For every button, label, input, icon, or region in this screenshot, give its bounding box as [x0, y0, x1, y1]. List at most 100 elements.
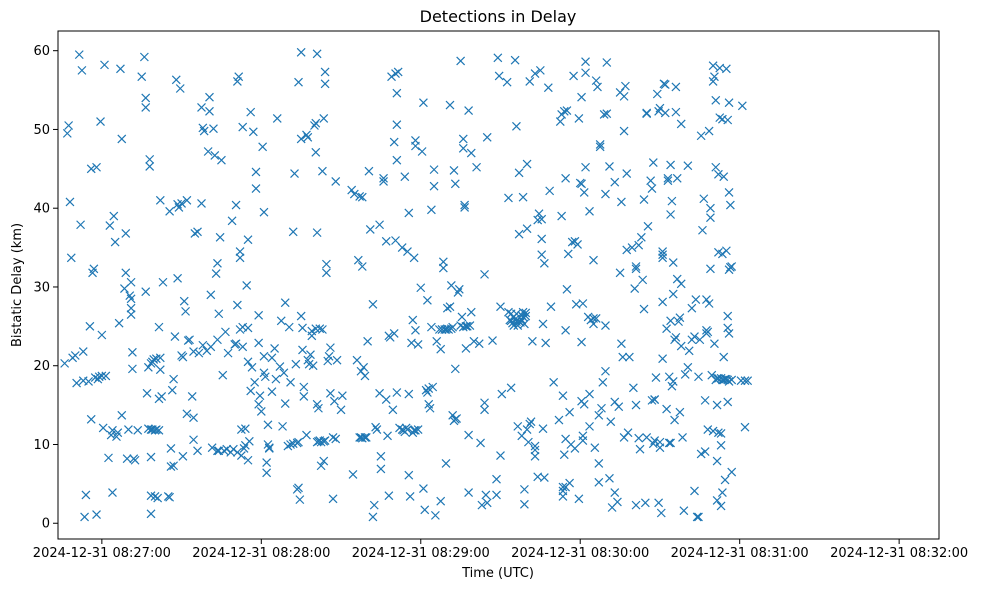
data-point	[660, 80, 670, 89]
data-point	[231, 339, 241, 349]
data-point	[307, 326, 317, 336]
data-point	[708, 426, 718, 436]
data-point	[616, 339, 626, 349]
data-point	[658, 250, 668, 260]
data-point	[438, 257, 448, 267]
data-point	[397, 243, 407, 253]
y-tick-label: 50	[33, 123, 50, 138]
y-tick-label: 20	[33, 359, 50, 374]
data-point	[696, 449, 706, 459]
data-point	[97, 371, 107, 381]
data-point	[347, 185, 357, 195]
data-point	[671, 107, 681, 117]
data-point	[238, 342, 248, 352]
data-point	[262, 468, 272, 478]
data-point	[660, 108, 670, 118]
data-point	[615, 268, 625, 278]
data-point	[213, 258, 222, 268]
data-point	[630, 284, 640, 293]
data-point	[518, 192, 528, 202]
data-point	[126, 303, 136, 313]
data-point	[438, 263, 448, 273]
data-point	[418, 98, 428, 108]
data-point	[715, 113, 725, 123]
data-point	[100, 60, 109, 70]
data-point	[573, 240, 582, 249]
data-point	[679, 506, 689, 516]
data-point	[623, 428, 633, 438]
data-point	[712, 456, 722, 466]
data-point	[449, 165, 459, 175]
data-point	[558, 482, 568, 492]
y-axis: 0 10 20 30 40 50 60	[33, 44, 58, 532]
data-point	[360, 371, 370, 381]
data-point	[452, 414, 462, 423]
data-point	[137, 72, 147, 82]
data-point	[704, 126, 714, 136]
data-point	[654, 498, 664, 508]
data-point	[296, 47, 306, 57]
data-point	[126, 294, 136, 304]
data-point	[702, 295, 711, 304]
data-point	[314, 403, 323, 413]
data-point	[325, 343, 335, 353]
data-point	[458, 134, 468, 144]
data-point	[275, 362, 285, 371]
data-point	[363, 336, 373, 346]
data-point	[221, 327, 230, 337]
data-point	[577, 337, 586, 347]
data-point	[413, 425, 423, 434]
data-point	[712, 373, 722, 383]
data-point	[392, 88, 402, 98]
data-point	[332, 355, 342, 365]
data-point	[113, 428, 123, 438]
data-point	[217, 155, 226, 165]
data-point	[554, 415, 564, 425]
data-point	[561, 325, 571, 335]
data-point	[170, 332, 180, 342]
data-point	[719, 172, 729, 182]
data-point	[504, 193, 513, 203]
data-point	[254, 399, 264, 409]
data-point	[563, 249, 573, 259]
data-point	[442, 303, 452, 313]
data-point	[381, 236, 391, 246]
data-point	[464, 430, 474, 440]
data-point	[557, 211, 567, 221]
data-point	[620, 81, 630, 91]
data-point	[522, 224, 532, 234]
data-point	[651, 373, 661, 382]
data-point	[456, 56, 466, 66]
data-point	[530, 451, 540, 461]
data-point	[246, 107, 256, 117]
data-point	[628, 383, 638, 393]
data-point	[690, 332, 699, 342]
data-point	[328, 494, 338, 504]
data-point	[585, 206, 594, 216]
data-point	[589, 314, 598, 323]
data-point	[213, 335, 222, 345]
data-point	[189, 347, 198, 356]
data-point	[720, 475, 730, 485]
data-point	[207, 443, 217, 453]
data-point	[178, 451, 188, 461]
data-point	[585, 421, 594, 431]
data-point	[668, 258, 678, 267]
data-point	[372, 425, 382, 434]
data-point	[413, 340, 423, 349]
data-point	[676, 341, 686, 351]
data-point	[329, 396, 339, 406]
data-point	[310, 121, 319, 130]
data-point	[181, 306, 190, 316]
data-point	[286, 440, 295, 449]
data-point	[227, 216, 237, 226]
data-point	[116, 64, 125, 74]
data-point	[284, 322, 294, 332]
data-point	[420, 505, 430, 515]
data-point	[740, 376, 750, 386]
data-point	[352, 355, 362, 365]
data-point	[579, 399, 589, 409]
data-point	[194, 348, 204, 358]
data-point	[303, 132, 313, 142]
data-point	[648, 439, 658, 449]
